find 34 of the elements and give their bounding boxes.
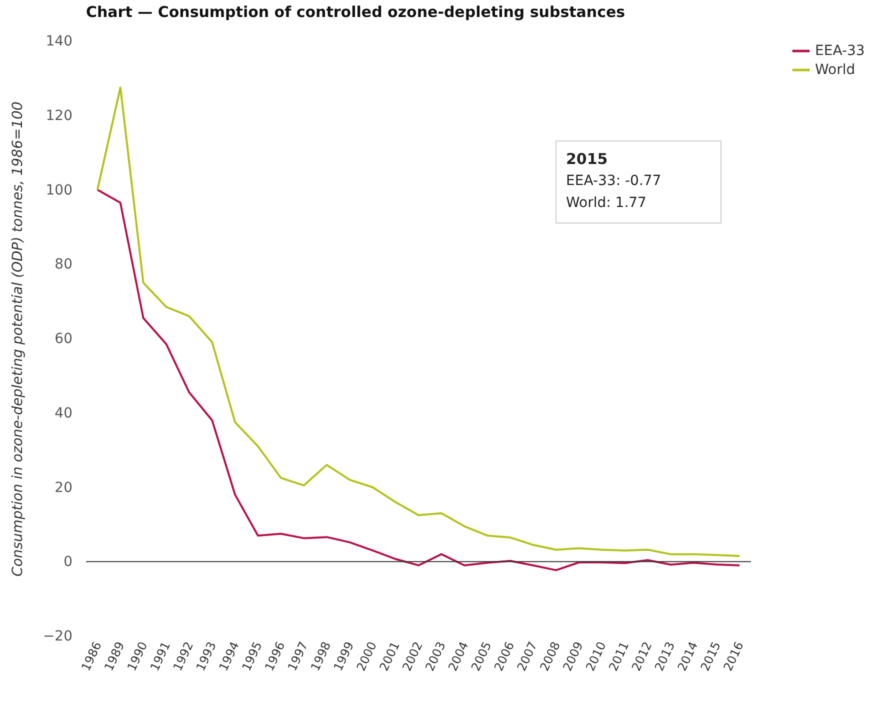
legend-label: EEA-33 [815, 43, 865, 59]
annotation: World: 1.77 [566, 195, 646, 211]
legend-label: World [815, 62, 856, 78]
y-axis-title: Consumption in ozone-depleting potential (ODP) tonnes, 1986=100 [10, 101, 26, 576]
x-tick-label: 2010 [583, 640, 609, 674]
chart-title: Chart — Consumption of controlled ozone-depleting substances [86, 3, 626, 21]
x-tick-label: 1994 [216, 640, 242, 674]
x-tick-label: 1995 [239, 640, 265, 674]
x-tick-label: 2002 [400, 640, 426, 674]
line-series [96, 188, 741, 572]
y-tick-label: 60 [54, 331, 72, 347]
x-tick-label: 2016 [720, 640, 746, 674]
y-tick-label: 40 [54, 405, 72, 422]
x-tick-label: 2003 [422, 640, 448, 674]
y-tick-label: 140 [46, 34, 72, 50]
x-tick-label: 2008 [537, 640, 563, 674]
x-tick-label: 1989 [102, 640, 128, 674]
line-series [96, 86, 741, 558]
x-tick-label: 1996 [262, 640, 288, 674]
annotation: 2015 [566, 150, 608, 168]
y-tick-label: 100 [46, 182, 72, 198]
y-tick-label: 120 [46, 108, 72, 124]
y-tick-label: −20 [42, 628, 72, 644]
x-tick-label: 2011 [606, 640, 632, 674]
x-tick-label: 1986 [78, 640, 104, 674]
x-tick-label: 1997 [285, 640, 311, 674]
x-tick-label: 2004 [446, 640, 472, 674]
x-tick-label: 2009 [560, 640, 586, 674]
x-tick-label: 1990 [124, 640, 150, 674]
y-tick-label: 80 [54, 256, 72, 273]
y-tick-label: 20 [54, 480, 72, 496]
y-tick-label: 0 [64, 554, 72, 570]
x-tick-label: 2001 [376, 640, 402, 674]
annotation: EEA-33: -0.77 [566, 173, 662, 189]
